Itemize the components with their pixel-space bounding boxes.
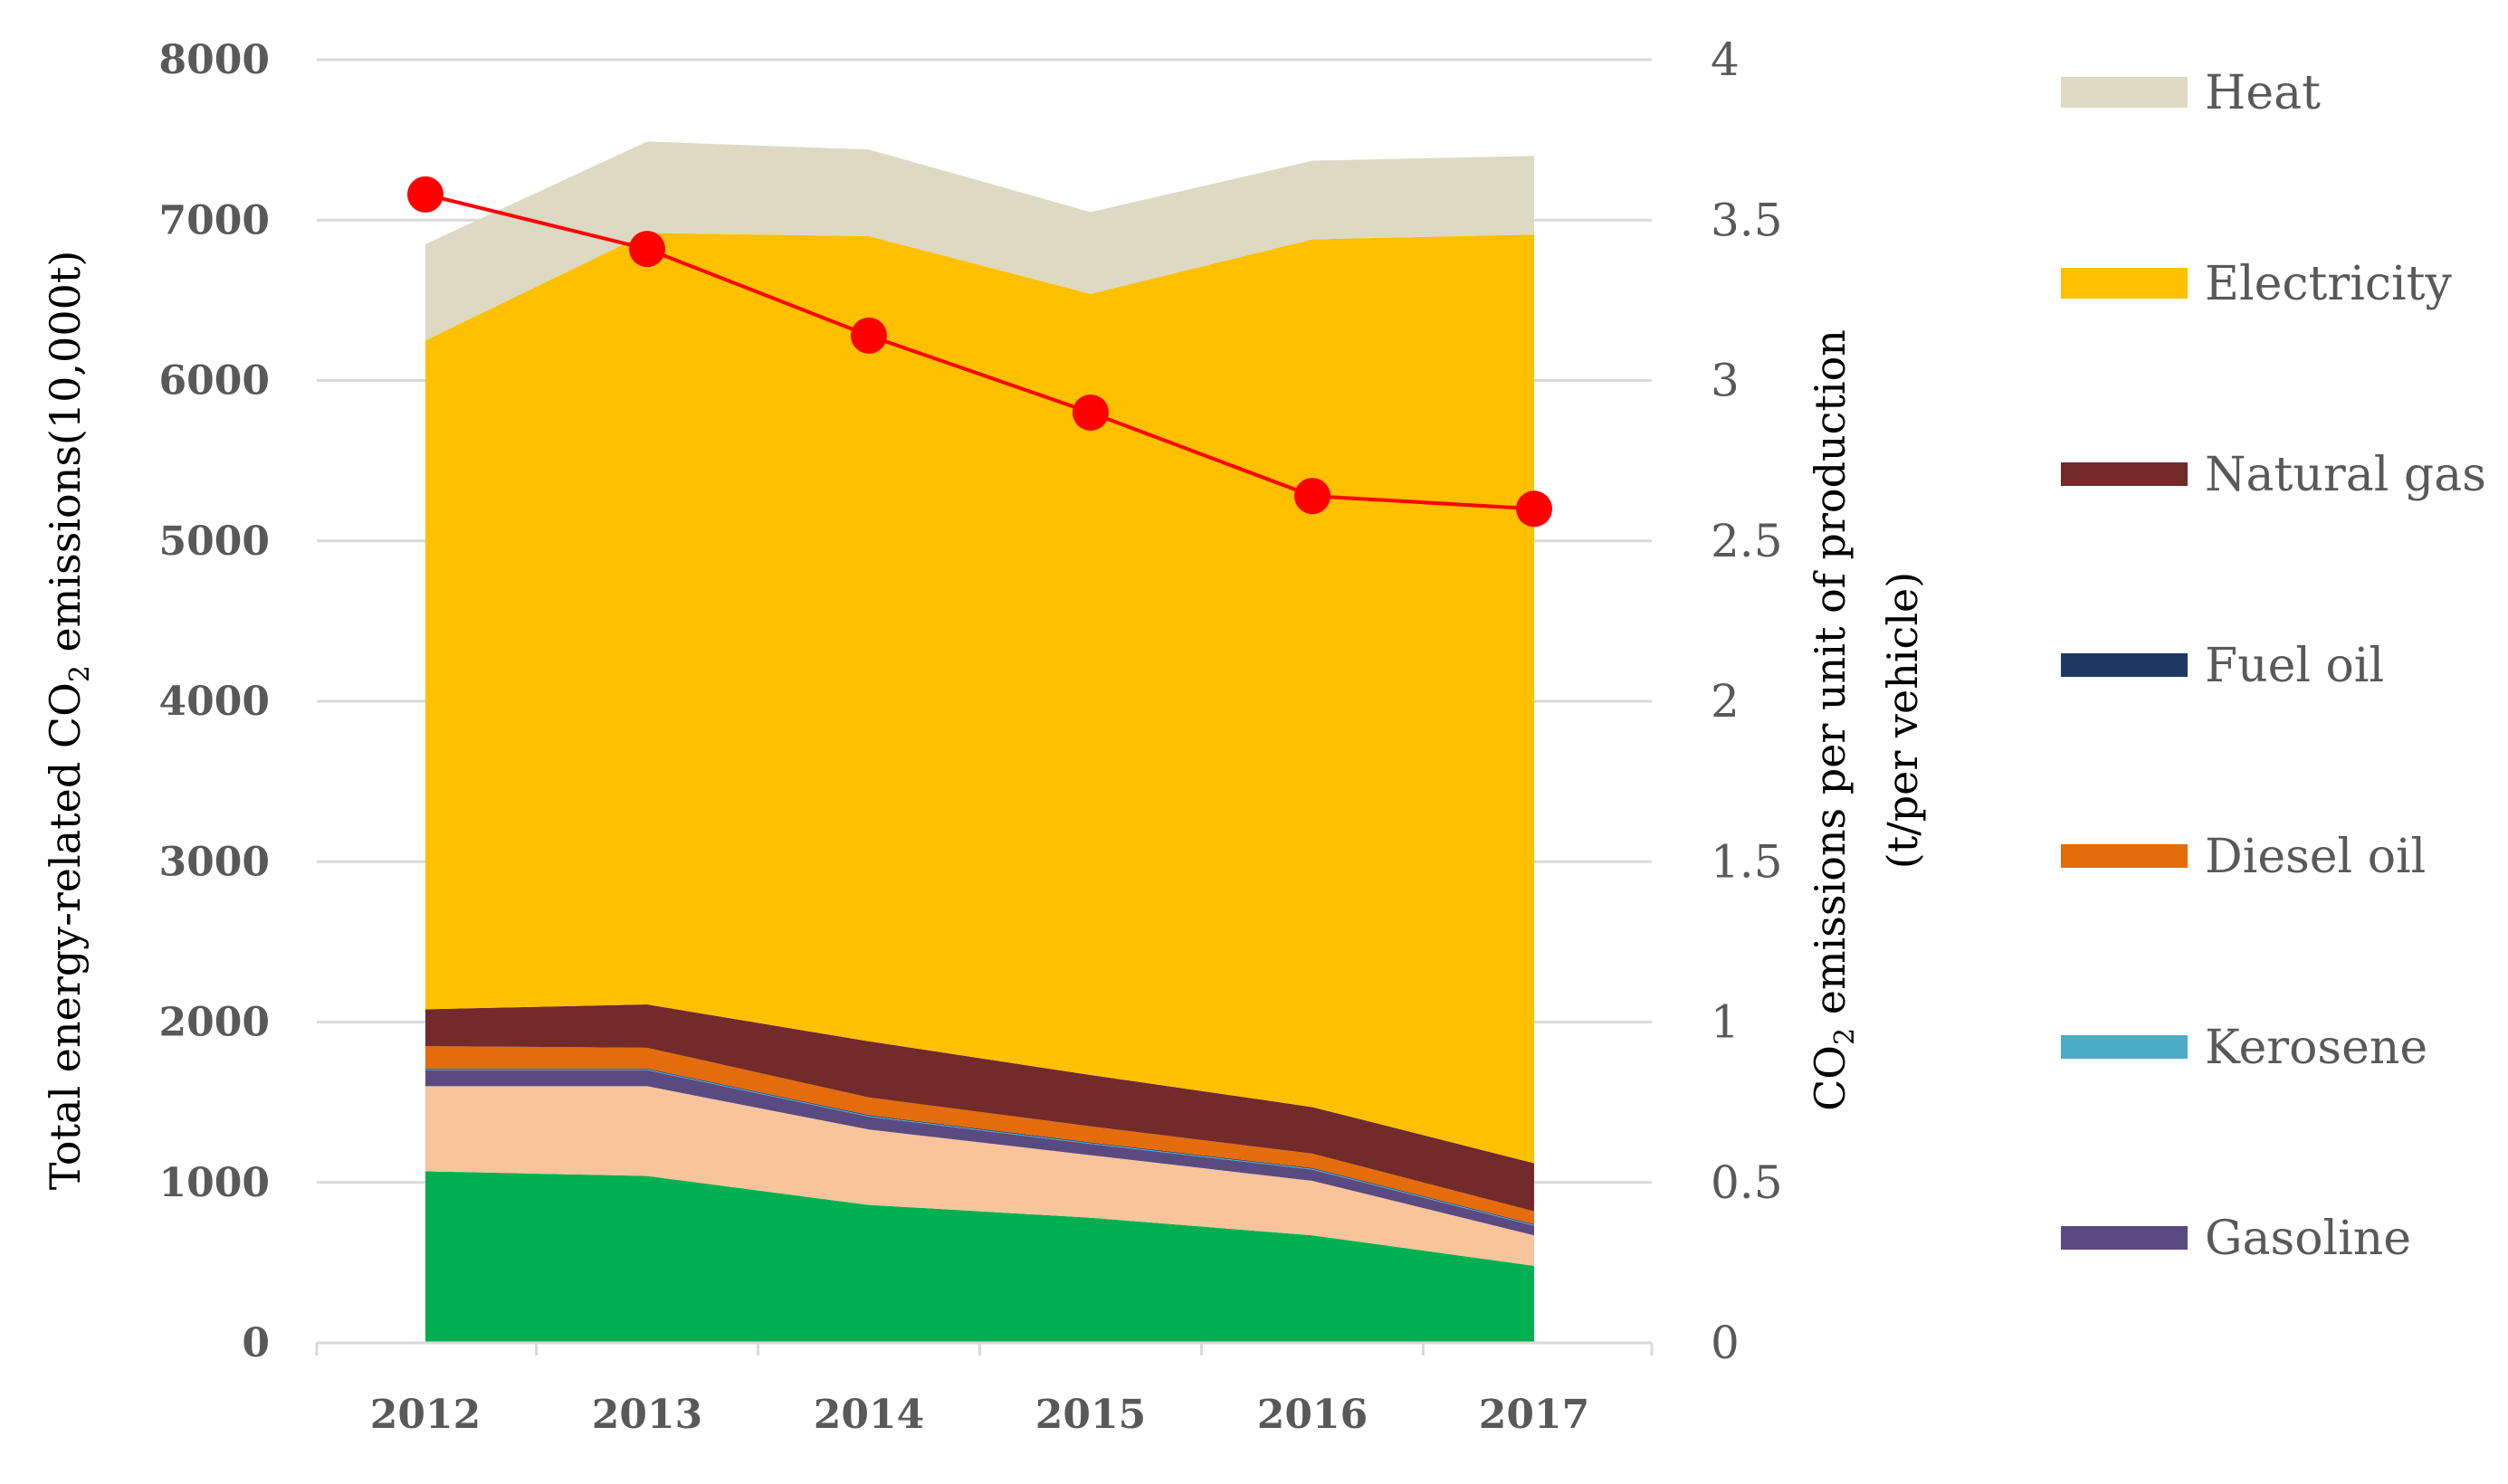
y-right-tick-4: 4 bbox=[1711, 33, 1740, 86]
legend-swatch-fuel-oil bbox=[2061, 653, 2188, 677]
y-left-tick-4000: 4000 bbox=[159, 679, 270, 725]
y-right-title-sub: 2 bbox=[1829, 1028, 1861, 1045]
y-left-tick-7000: 7000 bbox=[159, 197, 270, 243]
x-tick-2014: 2014 bbox=[814, 1392, 924, 1438]
legend-swatch-heat bbox=[2061, 77, 2188, 108]
y-left-tick-0: 0 bbox=[242, 1320, 270, 1366]
line-point-2014 bbox=[851, 317, 887, 354]
area-heat bbox=[425, 141, 1534, 341]
line-point-2012 bbox=[407, 176, 443, 213]
y-right-axis-title-line2: (t/per vehicle) bbox=[1878, 572, 1927, 869]
legend-label-heat: Heat bbox=[2205, 66, 2321, 120]
legend-label-natural-gas: Natural gas bbox=[2205, 448, 2486, 502]
y-right-title-suffix: emissions per unit of production bbox=[1806, 329, 1855, 1028]
tick-labels: 0 1000 2000 3000 4000 5000 6000 7000 8000 0 0.5 1 1.… bbox=[159, 33, 1783, 1438]
y-left-axis-title: Total energy-related CO2 emissions(10,00… bbox=[41, 251, 96, 1191]
y-right-axis-title-line1: CO2 emissions per unit of production bbox=[1806, 329, 1861, 1111]
legend-label-diesel-oil: Diesel oil bbox=[2205, 830, 2426, 884]
line-point-2016 bbox=[1294, 478, 1330, 515]
legend-swatch-kerosene bbox=[2061, 1035, 2188, 1059]
legend: Heat Electricity Natural gas Fuel oil Diesel… bbox=[2061, 66, 2486, 1266]
x-tick-2017: 2017 bbox=[1479, 1392, 1589, 1438]
x-tick-2013: 2013 bbox=[592, 1392, 702, 1438]
legend-swatch-electricity bbox=[2061, 268, 2188, 299]
y-right-tick-0.5: 0.5 bbox=[1711, 1156, 1783, 1209]
y-left-title-suffix: emissions(10,000t) bbox=[41, 251, 90, 665]
area-diesel-oil bbox=[425, 1046, 1534, 1224]
y-left-tick-8000: 8000 bbox=[159, 37, 270, 83]
area-natural-gas bbox=[425, 1004, 1534, 1212]
y-right-tick-2: 2 bbox=[1711, 675, 1740, 728]
legend-swatch-diesel-oil bbox=[2061, 844, 2188, 868]
y-left-title-sub: 2 bbox=[64, 665, 96, 682]
legend-swatch-natural-gas bbox=[2061, 462, 2188, 486]
y-left-tick-2000: 2000 bbox=[159, 1000, 270, 1046]
area-electricity bbox=[425, 233, 1534, 1164]
legend-label-electricity: Electricity bbox=[2205, 257, 2453, 311]
y-right-tick-1.5: 1.5 bbox=[1711, 835, 1783, 888]
y-left-tick-5000: 5000 bbox=[159, 518, 270, 565]
x-tick-2012: 2012 bbox=[370, 1392, 481, 1438]
axes bbox=[315, 1341, 1654, 1356]
y-left-tick-6000: 6000 bbox=[159, 358, 270, 404]
stacked-areas bbox=[425, 141, 1534, 1343]
y-left-tick-1000: 1000 bbox=[159, 1160, 270, 1206]
y-right-tick-3: 3 bbox=[1711, 355, 1740, 407]
y-right-title-prefix: CO bbox=[1806, 1045, 1855, 1111]
legend-label-fuel-oil: Fuel oil bbox=[2205, 639, 2384, 693]
legend-label-kerosene: Kerosene bbox=[2205, 1021, 2427, 1075]
x-tick-2016: 2016 bbox=[1257, 1392, 1368, 1438]
line-co2-per-vehicle bbox=[424, 192, 1535, 511]
area-coal bbox=[425, 1171, 1534, 1343]
y-left-tick-3000: 3000 bbox=[159, 839, 270, 885]
legend-swatch-gasoline bbox=[2061, 1226, 2188, 1250]
line-point-2013 bbox=[629, 231, 665, 268]
line-point-2017 bbox=[1516, 490, 1552, 528]
legend-label-gasoline: Gasoline bbox=[2205, 1212, 2411, 1266]
y-left-title-prefix: Total energy-related CO bbox=[41, 682, 90, 1190]
area-coke bbox=[425, 1086, 1534, 1266]
line-point-2015 bbox=[1073, 394, 1109, 431]
y-right-tick-3.5: 3.5 bbox=[1711, 194, 1783, 246]
y-right-tick-2.5: 2.5 bbox=[1711, 515, 1783, 567]
y-right-tick-1: 1 bbox=[1711, 996, 1740, 1049]
y-right-tick-0: 0 bbox=[1711, 1317, 1740, 1369]
x-tick-2015: 2015 bbox=[1035, 1392, 1146, 1438]
line-series bbox=[407, 176, 1552, 528]
